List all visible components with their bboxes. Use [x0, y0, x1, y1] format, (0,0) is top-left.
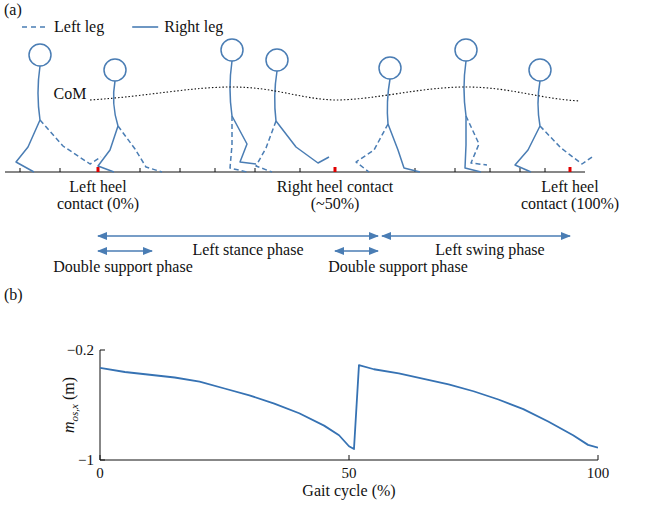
ground — [5, 171, 585, 172]
ground-tick — [215, 168, 216, 172]
heel-contact-mark — [97, 167, 100, 172]
event-label: contact (100%) — [521, 195, 619, 213]
torso — [538, 81, 540, 126]
event-label: Right heel contact — [277, 178, 394, 196]
torso — [387, 79, 390, 124]
x-tick — [598, 455, 599, 460]
ground-tick — [180, 168, 181, 172]
y-tick — [100, 460, 105, 461]
com-label: CoM — [54, 85, 87, 102]
head — [104, 59, 126, 81]
y-axis — [100, 350, 101, 460]
ground-tick — [520, 168, 521, 172]
right-leg — [515, 126, 540, 172]
phase-arrow — [382, 235, 570, 237]
ground-tick — [455, 168, 456, 172]
x-axis-title: Gait cycle (%) — [302, 482, 395, 500]
head — [29, 44, 51, 66]
right-leg — [98, 126, 118, 172]
ground-tick — [490, 168, 491, 172]
torso — [230, 61, 232, 116]
com-trajectory — [90, 87, 580, 101]
y-tick-label: −0.2 — [67, 342, 94, 358]
left-leg — [40, 120, 101, 164]
left-leg — [230, 116, 247, 172]
ground-tick — [140, 168, 141, 172]
heel-contact-mark — [334, 167, 337, 172]
left-leg — [118, 126, 162, 172]
legend-swatch — [132, 26, 158, 28]
panel-label: (a) — [4, 1, 22, 19]
event-label: Left heel — [541, 178, 599, 195]
left-leg — [466, 116, 487, 165]
y-title-symbol: m — [60, 421, 77, 433]
x-tick-label: 100 — [587, 465, 610, 481]
y-axis-title: mos,x (m) — [60, 377, 80, 433]
head — [221, 39, 243, 61]
left-leg — [356, 124, 388, 172]
head — [455, 39, 477, 61]
series-group — [100, 365, 598, 449]
right-leg — [388, 124, 420, 172]
stick-figure — [98, 59, 162, 172]
ground-tick — [545, 168, 546, 172]
event-label: contact (0%) — [57, 195, 139, 213]
ground-tick — [255, 168, 256, 172]
left-leg — [256, 121, 276, 172]
y-title-unit: (m) — [60, 377, 78, 400]
stick-figure — [356, 57, 420, 172]
stick-figure — [455, 39, 487, 172]
stick-figure — [16, 44, 101, 172]
phase-label: Left swing phase — [435, 241, 544, 259]
x-tick-label: 50 — [342, 465, 357, 481]
series-line — [100, 365, 598, 449]
phase-arrow — [98, 235, 378, 237]
ground-tick — [60, 168, 61, 172]
heel-contact-mark — [569, 167, 572, 172]
x-tick — [100, 455, 101, 460]
legend-label: Right leg — [164, 18, 223, 36]
y-tick — [100, 350, 105, 351]
torso — [275, 71, 277, 121]
right-leg — [16, 120, 40, 172]
panel-b: (b) −1 −0.2 0 50 100 Gait cycle (%) mos,x (m) — [4, 286, 609, 500]
ground-tick — [20, 168, 21, 172]
ground-tick — [300, 168, 301, 172]
panel-a: (a)Left legRight legCoMLeft heelcontact … — [4, 1, 619, 276]
x-tick — [349, 455, 350, 460]
phase-arrow — [98, 250, 152, 252]
legend-swatch — [22, 26, 48, 28]
stick-figure — [515, 59, 592, 172]
y-title-subscript: os,x — [68, 404, 80, 422]
stick-figure — [256, 49, 329, 172]
figure: (a)Left legRight legCoMLeft heelcontact … — [0, 0, 657, 505]
stick-figure — [221, 39, 256, 172]
torso — [114, 81, 118, 126]
head — [529, 59, 551, 81]
phase-label: Double support phase — [328, 258, 468, 276]
y-tick-label: −1 — [78, 452, 94, 468]
torso — [464, 61, 466, 116]
left-leg — [540, 126, 592, 164]
phase-arrow — [335, 250, 378, 252]
head — [266, 49, 288, 71]
phase-label: Double support phase — [53, 258, 193, 276]
event-label: (~50%) — [311, 195, 360, 213]
phase-label: Left stance phase — [192, 241, 303, 259]
torso — [38, 66, 40, 120]
legend-label: Left leg — [54, 18, 104, 36]
event-label: Left heel — [69, 178, 127, 195]
right-leg — [276, 121, 329, 163]
head — [379, 57, 401, 79]
right-leg — [232, 116, 256, 164]
right-leg — [465, 116, 481, 172]
panel-label: (b) — [4, 286, 23, 304]
x-tick-label: 0 — [96, 465, 104, 481]
